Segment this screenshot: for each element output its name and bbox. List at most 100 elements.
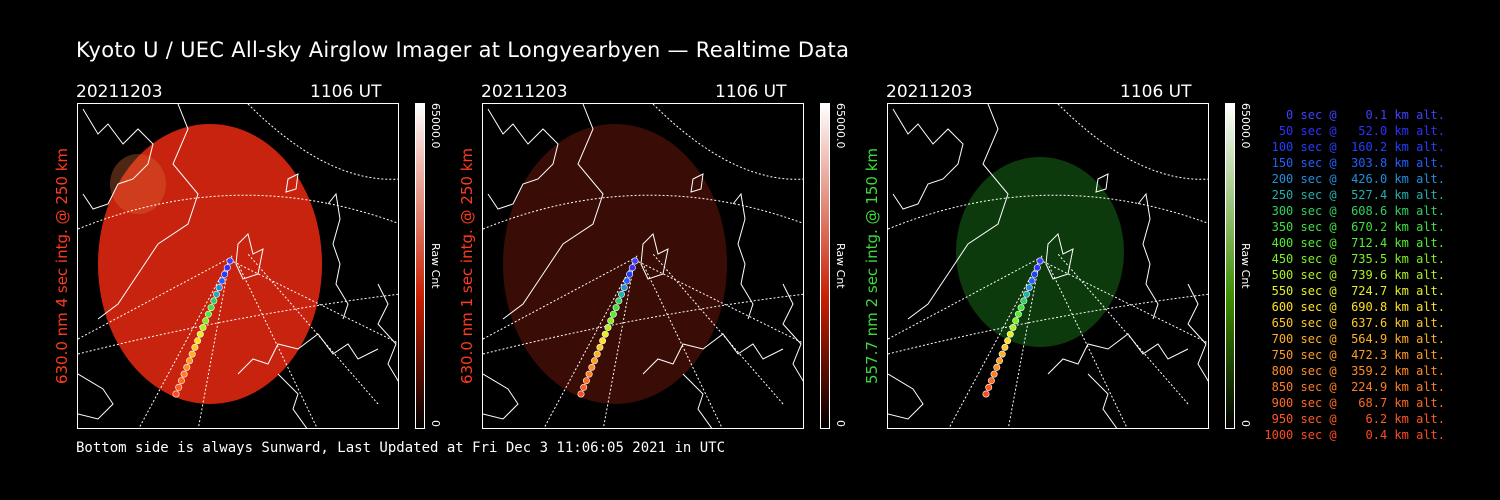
- trajectory-point: [1028, 277, 1036, 285]
- trajectory-point: [1020, 297, 1028, 305]
- trajectory-point: [985, 383, 993, 391]
- coastline: [487, 108, 559, 210]
- trajectory-point: [998, 350, 1006, 358]
- trajectory-point: [596, 343, 604, 351]
- coastline: [782, 283, 803, 382]
- trajectory-point: [1023, 290, 1031, 298]
- legend-row: 950 sec @ 6.2 km alt.: [1264, 412, 1445, 426]
- trajectory-point: [982, 390, 990, 398]
- panel1-cbar-max: 65000.0: [429, 103, 442, 149]
- trajectory-point: [612, 304, 620, 312]
- trajectory-point: [218, 277, 226, 285]
- trajectory-point: [226, 257, 234, 265]
- trajectory-point: [194, 337, 202, 345]
- coastline: [377, 283, 398, 382]
- coastline: [277, 373, 308, 428]
- trajectory-point: [628, 264, 636, 272]
- panel1-image: [77, 103, 399, 429]
- trajectory-point: [180, 370, 188, 378]
- trajectory-point: [987, 377, 995, 385]
- coastline: [642, 333, 784, 375]
- latitude-line: [78, 293, 398, 355]
- longitude-line: [1007, 268, 1039, 428]
- trajectory-point: [582, 377, 590, 385]
- trajectory-point: [210, 297, 218, 305]
- coastline: [1087, 373, 1118, 428]
- trajectory-point: [618, 290, 626, 298]
- trajectory-point: [191, 343, 199, 351]
- legend-row: 750 sec @ 472.3 km alt.: [1264, 348, 1445, 362]
- latitude-line: [888, 293, 1208, 355]
- longitude-line: [247, 253, 379, 405]
- latitude-line: [483, 293, 803, 355]
- island-outline: [1045, 233, 1074, 280]
- bright-patch: [110, 154, 166, 214]
- trajectory-point: [1006, 330, 1014, 338]
- trajectory-point: [1017, 304, 1025, 312]
- trajectory-point: [223, 264, 231, 272]
- trajectory-point: [580, 383, 588, 391]
- trajectory-point: [188, 350, 196, 358]
- latitude-line: [78, 194, 398, 230]
- trajectory-point: [990, 370, 998, 378]
- coastline: [907, 104, 1009, 320]
- coastline: [682, 373, 713, 428]
- coastline: [97, 104, 199, 320]
- longitude-line: [652, 253, 784, 405]
- legend-row: 250 sec @ 527.4 km alt.: [1264, 188, 1445, 202]
- trajectory-point: [599, 337, 607, 345]
- trajectory-point: [1025, 284, 1033, 292]
- panel1-date: 20211203: [76, 82, 163, 102]
- panel2-ylabel: 630.0 nm 1 sec intg. @ 250 km: [458, 147, 476, 385]
- coastline: [1047, 333, 1189, 375]
- coastline: [732, 192, 754, 320]
- trajectory-point: [1036, 257, 1044, 265]
- trajectory-point: [591, 357, 599, 365]
- panel1-cbar-label: Raw Cnt: [429, 243, 442, 289]
- panel3-ylabel: 557.7 nm 2 sec intg. @ 150 km: [863, 147, 881, 385]
- panel1-colorbar: [415, 103, 425, 429]
- trajectory-point: [215, 284, 223, 292]
- trajectory-point: [609, 310, 617, 318]
- altitude-legend: 0 sec @ 0.1 km alt. 50 sec @ 52.0 km alt…: [1250, 107, 1445, 443]
- legend-row: 1000 sec @ 0.4 km alt.: [1264, 428, 1445, 442]
- trajectory-point: [175, 383, 183, 391]
- coastline: [888, 373, 924, 420]
- trajectory-point: [585, 370, 593, 378]
- panel2-cbar-min: 0: [834, 420, 847, 427]
- trajectory-point: [202, 317, 210, 325]
- longitude-line: [1047, 263, 1128, 428]
- panel1-ylabel: 630.0 nm 4 sec intg. @ 250 km: [53, 147, 71, 385]
- legend-row: 150 sec @ 303.8 km alt.: [1264, 156, 1445, 170]
- panel2-ut: 1106 UT: [715, 82, 787, 102]
- panel2-colorbar: [820, 103, 830, 429]
- latitude-line: [483, 194, 803, 230]
- legend-row: 450 sec @ 735.5 km alt.: [1264, 252, 1445, 266]
- trajectory-point: [626, 270, 634, 278]
- legend-row: 600 sec @ 690.8 km alt.: [1264, 300, 1445, 314]
- trajectory-point: [204, 310, 212, 318]
- trajectory-point: [996, 357, 1004, 365]
- coastline: [237, 333, 379, 375]
- panel1-map: [78, 104, 398, 428]
- panel3-ut: 1106 UT: [1120, 82, 1192, 102]
- legend-row: 800 sec @ 359.2 km alt.: [1264, 364, 1445, 378]
- panel2-date: 20211203: [481, 82, 568, 102]
- panel3-date: 20211203: [886, 82, 973, 102]
- legend-row: 850 sec @ 224.9 km alt.: [1264, 380, 1445, 394]
- island-outline: [690, 173, 704, 193]
- legend-row: 650 sec @ 637.6 km alt.: [1264, 316, 1445, 330]
- trajectory-point: [577, 390, 585, 398]
- latitude-line: [247, 104, 398, 180]
- trajectory-point: [607, 317, 615, 325]
- island-outline: [640, 233, 669, 280]
- longitude-line: [197, 268, 229, 428]
- trajectory-point: [593, 350, 601, 358]
- longitude-line: [642, 263, 723, 428]
- footer-note: Bottom side is always Sunward, Last Upda…: [76, 440, 726, 456]
- longitude-line: [602, 268, 634, 428]
- trajectory-point: [1009, 324, 1017, 332]
- page-title: Kyoto U / UEC All-sky Airglow Imager at …: [76, 38, 850, 62]
- legend-row: 700 sec @ 564.9 km alt.: [1264, 332, 1445, 346]
- longitude-line: [237, 263, 318, 428]
